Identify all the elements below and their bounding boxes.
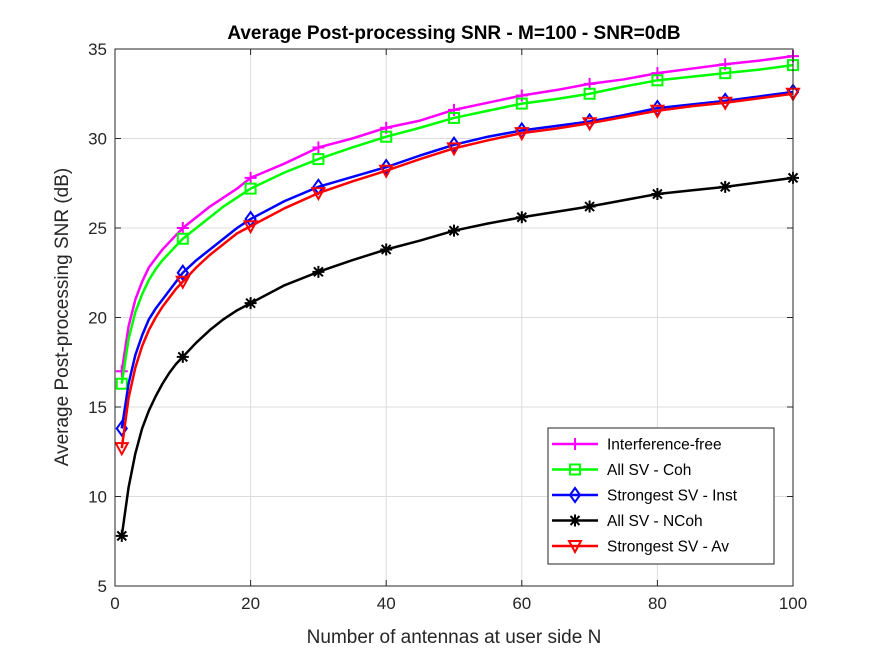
y-tick-label: 30 [88, 130, 107, 149]
series-1 [115, 59, 799, 390]
data-point [312, 141, 325, 154]
data-point [583, 200, 596, 213]
data-point [515, 211, 528, 224]
y-tick-label: 35 [88, 40, 107, 59]
legend-marker [568, 486, 582, 504]
data-point [115, 529, 128, 542]
legend-entry: All SV - Coh [552, 462, 691, 479]
x-tick-label: 100 [779, 594, 807, 613]
y-axis-label: Average Post-processing SNR (dB) [52, 168, 73, 467]
chart-title: Average Post-processing SNR - M=100 - SN… [227, 23, 680, 44]
data-point [115, 377, 128, 390]
data-point [312, 153, 325, 166]
data-point [380, 243, 393, 256]
legend-entry: Strongest SV - Av [552, 539, 729, 556]
data-point [514, 127, 530, 142]
series-line [120, 176, 794, 537]
data-point [378, 164, 394, 179]
data-point [448, 111, 460, 124]
legend-marker [569, 463, 581, 476]
data-point [244, 297, 257, 310]
data-point [651, 74, 664, 87]
legend-entry: Interference-free [552, 437, 722, 454]
data-point [242, 220, 259, 235]
data-point [446, 142, 462, 157]
data-point [651, 187, 664, 200]
y-tick-label: 5 [98, 577, 107, 596]
data-point [515, 97, 528, 110]
data-point [583, 87, 596, 100]
x-tick-label: 60 [512, 594, 531, 613]
series-line [120, 92, 794, 449]
legend-marker [569, 514, 581, 527]
y-tick-label: 20 [88, 309, 107, 328]
legend-label: Strongest SV - Av [607, 539, 729, 556]
y-tick-label: 15 [88, 398, 107, 417]
legend-entry: Strongest SV - Inst [552, 486, 738, 505]
data-point [176, 232, 189, 245]
data-point [114, 442, 130, 457]
x-tick-label: 80 [648, 594, 667, 613]
legend-entry: All SV - NCoh [552, 513, 703, 530]
legend-label: All SV - Coh [607, 462, 691, 479]
data-point [649, 104, 666, 119]
series-0 [115, 50, 799, 378]
legend-marker [569, 438, 581, 450]
data-point [312, 265, 325, 278]
legend-label: Interference-free [607, 437, 722, 454]
data-point [244, 171, 257, 184]
x-tick-label: 20 [241, 594, 260, 613]
legend-label: Strongest SV - Inst [607, 488, 738, 505]
x-tick-label: 0 [110, 594, 119, 613]
series-layer [114, 50, 801, 542]
data-point [310, 187, 327, 202]
data-point [719, 180, 732, 193]
data-point [448, 224, 460, 237]
data-point [115, 365, 128, 378]
data-point [244, 182, 257, 195]
ticks: 0 20 40 60 80 100 5 10 15 20 25 30 35 [88, 40, 807, 613]
legend-label: All SV - NCoh [607, 513, 703, 530]
data-point [176, 222, 189, 234]
x-axis-label: Number of antennas at user side N [307, 627, 602, 648]
data-point [175, 275, 191, 290]
data-point [176, 350, 189, 363]
data-point [176, 264, 190, 282]
y-tick-label: 25 [88, 219, 107, 238]
series-4 [114, 87, 801, 457]
data-point [380, 130, 393, 143]
data-point [719, 67, 732, 80]
data-point [651, 67, 664, 80]
y-tick-label: 10 [88, 488, 107, 507]
data-point [581, 117, 598, 132]
legend-marker [567, 540, 583, 555]
data-point [717, 96, 733, 111]
series-line [120, 63, 794, 384]
series-line [120, 54, 794, 372]
x-tick-label: 40 [377, 594, 396, 613]
series-line [120, 90, 794, 429]
legend: Interference-free All SV - Coh Strongest S… [547, 427, 775, 565]
